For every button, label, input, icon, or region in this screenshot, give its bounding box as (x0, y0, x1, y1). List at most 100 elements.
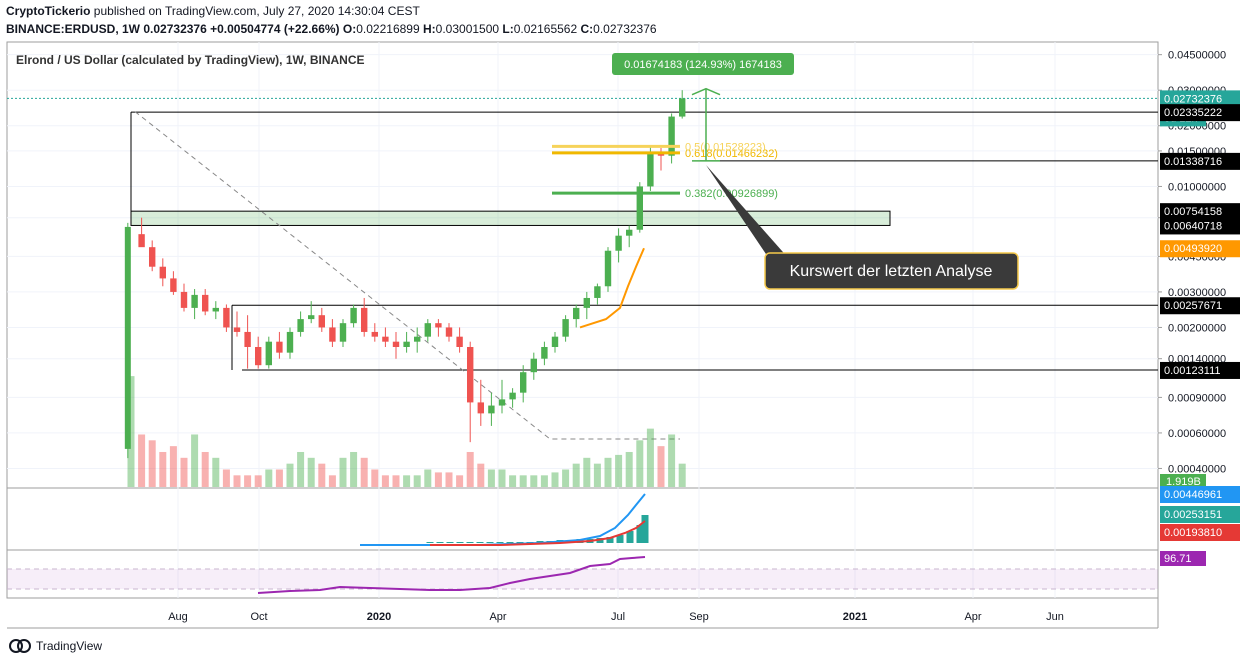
candle-body (498, 399, 506, 406)
price-tag-label: 0.00754158 (1164, 206, 1222, 218)
macd-signal-line (430, 520, 646, 546)
macd-histogram-bar (466, 542, 474, 543)
pane-title: Elrond / US Dollar (calculated by Tradin… (16, 53, 365, 67)
volume-tag-label: 1.919B (1166, 476, 1201, 488)
volume-bar (668, 434, 676, 487)
volume-bar (339, 457, 347, 487)
candle-body (255, 346, 262, 366)
macd-tag (1160, 524, 1240, 541)
volume-bar (434, 472, 442, 487)
candle-body (170, 278, 177, 292)
measure-label-box (612, 53, 794, 75)
candle-body (191, 294, 198, 308)
time-tick-label: Jul (611, 611, 625, 623)
volume-bar (233, 475, 241, 487)
candle-body (382, 336, 389, 342)
price-tag (1160, 240, 1240, 258)
volume-bar (371, 469, 379, 487)
fib-label: 0.618(0.01466232) (685, 148, 778, 160)
author-name[interactable]: CryptoTickerio (6, 4, 91, 18)
volume-bar (625, 451, 633, 487)
price-tag-label: 0.00493920 (1164, 243, 1222, 255)
macd-histogram-bar (426, 542, 434, 543)
volume-bar (466, 451, 474, 487)
candle-body (202, 294, 209, 312)
price-tick-label: 0.00300000 (1168, 287, 1226, 299)
candle-body (573, 307, 580, 320)
high-value: 0.03001500 (435, 22, 500, 36)
volume-bar (201, 451, 209, 487)
candle-body (541, 346, 548, 359)
candle-body (626, 229, 633, 236)
ema-line (579, 247, 645, 329)
volume-bar (424, 469, 432, 487)
volume-tag (1160, 474, 1206, 488)
publish-info: published on TradingView.com, July 27, 2… (90, 4, 420, 18)
volume-bar (392, 475, 400, 487)
candle-body (583, 297, 590, 308)
candle-body (467, 346, 474, 403)
volume-bar (604, 457, 612, 487)
candle-body (551, 336, 559, 347)
price-tick-label: 0.01000000 (1168, 181, 1226, 193)
macd-histogram-bar (636, 525, 644, 543)
price-tag (1160, 203, 1240, 221)
candle-body (350, 307, 357, 324)
candle-body (371, 331, 378, 337)
fib-label: 0.5(0.01528223) (685, 141, 766, 153)
footer-brand[interactable]: TradingView (8, 638, 102, 654)
time-tick-label: Apr (489, 611, 506, 623)
volume-bar (498, 469, 506, 487)
volume-bar (212, 457, 220, 487)
volume-bar (509, 475, 517, 487)
volume-bar (297, 451, 305, 487)
macd-tag-label: 0.00253151 (1164, 509, 1222, 521)
candle-body (636, 186, 643, 230)
volume-bar (381, 475, 389, 487)
macd-histogram-bar (516, 542, 524, 543)
candle-body (657, 153, 665, 156)
candle-body (509, 392, 516, 400)
measure-arrowhead (691, 87, 721, 96)
close-value: 0.02732376 (593, 22, 657, 36)
open-value: 0.02216899 (356, 22, 420, 36)
candle-body (286, 331, 294, 353)
macd-tag-label: 0.00446961 (1164, 489, 1222, 501)
candle-body (530, 358, 537, 373)
candle-body (244, 331, 251, 347)
volume-bar (593, 463, 601, 487)
volume-bar (487, 469, 495, 487)
volume-bar (286, 463, 294, 487)
low-value: 0.02165562 (513, 22, 578, 36)
volume-bar (572, 463, 580, 487)
time-tick-label: Jun (1046, 611, 1064, 623)
volume-bar (530, 475, 538, 487)
candle-body (647, 153, 654, 187)
volume-bar (148, 440, 156, 487)
volume-bar (413, 475, 421, 487)
candle-body (477, 402, 484, 414)
candle-body (297, 319, 304, 332)
volume-bar (477, 463, 485, 487)
symbol: BINANCE:ERDUSD, 1W (6, 22, 141, 36)
macd-histogram-bar (506, 542, 514, 543)
price-tag-label: 0.00257671 (1164, 300, 1222, 312)
macd-histogram-bar (641, 515, 649, 543)
volume-bar (191, 434, 199, 487)
volume-bar (403, 475, 411, 487)
price-tag-label: 0.02335222 (1164, 107, 1222, 119)
price-tag (1160, 217, 1240, 235)
volume-bar (636, 440, 644, 487)
macd-line (360, 493, 646, 546)
candle-body (562, 319, 569, 337)
open-label: O: (342, 22, 357, 36)
rsi-band (7, 569, 1158, 589)
candle-body (594, 286, 601, 298)
price-tick-label: 0.00200000 (1168, 322, 1226, 334)
volume-bar (138, 434, 146, 487)
candle-body (265, 341, 272, 366)
candle-body (445, 327, 453, 337)
last-price: 0.02732376 (143, 22, 207, 36)
publish-line: CryptoTickerio published on TradingView.… (6, 4, 420, 18)
